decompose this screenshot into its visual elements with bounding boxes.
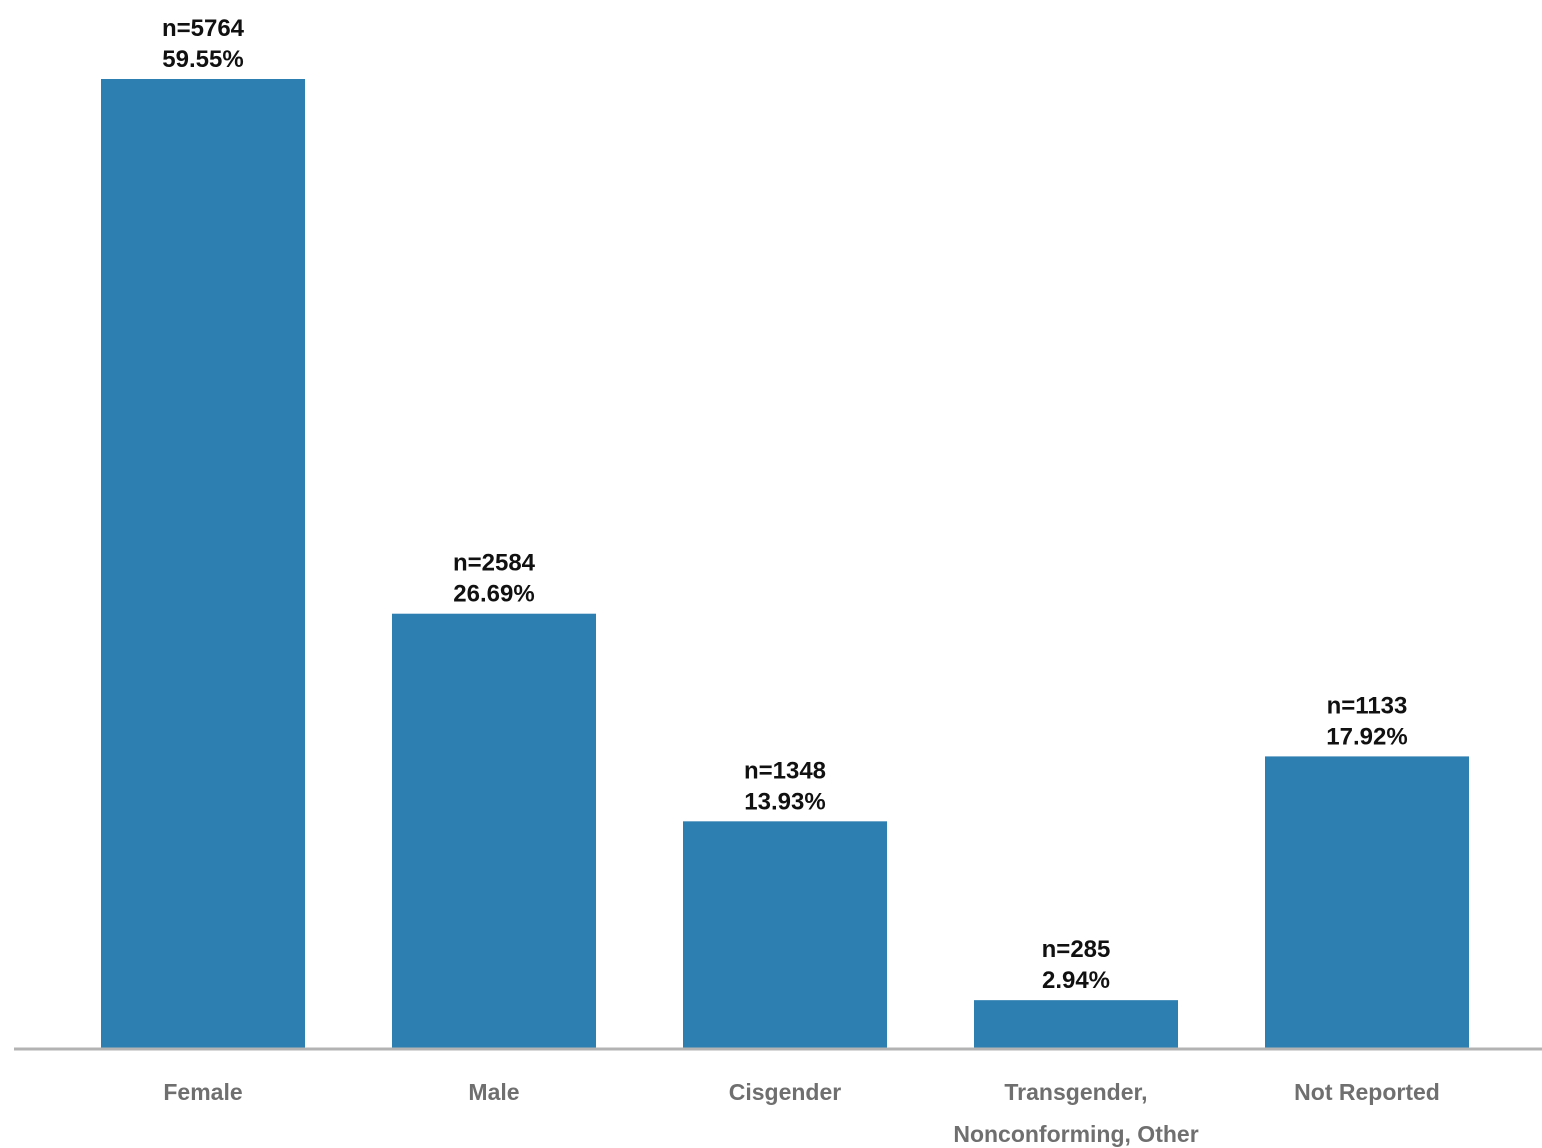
x-tick-labels-group: Female Male Cisgender Transgender, Nonconfor… xyxy=(163,1079,1439,1147)
count-label-0: n=5764 xyxy=(162,15,245,42)
count-label-3: n=285 xyxy=(1042,936,1111,963)
bar-4 xyxy=(1265,756,1469,1048)
bars-group xyxy=(101,79,1469,1048)
count-label-1: n=2584 xyxy=(453,550,536,577)
x-tick-label-3-line-0: Transgender, xyxy=(1004,1079,1147,1105)
x-tick-label-1: Male xyxy=(468,1079,519,1105)
x-tick-label-3-line-1: Nonconforming, Other xyxy=(953,1121,1198,1147)
bar-2 xyxy=(683,821,887,1048)
bar-1 xyxy=(392,613,596,1048)
percent-label-2: 13.93% xyxy=(744,788,825,815)
bar-3 xyxy=(974,1000,1178,1048)
percent-label-0: 59.55% xyxy=(162,46,243,73)
percent-label-4: 17.92% xyxy=(1326,723,1407,750)
x-tick-label-0: Female xyxy=(163,1079,242,1105)
x-tick-label-4: Not Reported xyxy=(1294,1079,1440,1105)
count-label-2: n=1348 xyxy=(744,757,826,784)
percent-label-3: 2.94% xyxy=(1042,967,1110,994)
bar-0 xyxy=(101,79,305,1048)
x-tick-label-2: Cisgender xyxy=(729,1079,842,1105)
percent-label-1: 26.69% xyxy=(453,581,534,608)
count-label-4: n=1133 xyxy=(1327,692,1408,719)
data-labels-group: n=5764 59.55% n=2584 26.69% n=1348 13.93% n=28… xyxy=(162,15,1408,994)
